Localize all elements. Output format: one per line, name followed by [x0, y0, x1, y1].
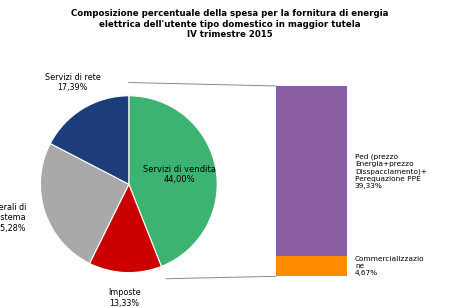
- Text: Composizione percentuale della spesa per la fornitura di energia
elettrica dell': Composizione percentuale della spesa per…: [71, 9, 388, 39]
- Text: Servizi di vendita
44,00%: Servizi di vendita 44,00%: [142, 165, 215, 184]
- Text: Imposte
13,33%: Imposte 13,33%: [108, 289, 140, 307]
- Wedge shape: [40, 143, 129, 263]
- Wedge shape: [129, 96, 217, 266]
- Bar: [275, 86, 346, 256]
- Wedge shape: [90, 184, 161, 273]
- Text: Ped (prezzo
Energia+prezzo
Disspacciamento)+
Perequazione PPE
39,33%: Ped (prezzo Energia+prezzo Disspacciamen…: [354, 154, 426, 188]
- Bar: [275, 256, 346, 276]
- Text: Oneri generali di
sistema
25,28%: Oneri generali di sistema 25,28%: [0, 203, 26, 233]
- Wedge shape: [50, 96, 129, 184]
- Text: Commercializzazio
ne
4,67%: Commercializzazio ne 4,67%: [354, 256, 424, 276]
- Text: Servizi di rete
17,39%: Servizi di rete 17,39%: [45, 73, 101, 92]
